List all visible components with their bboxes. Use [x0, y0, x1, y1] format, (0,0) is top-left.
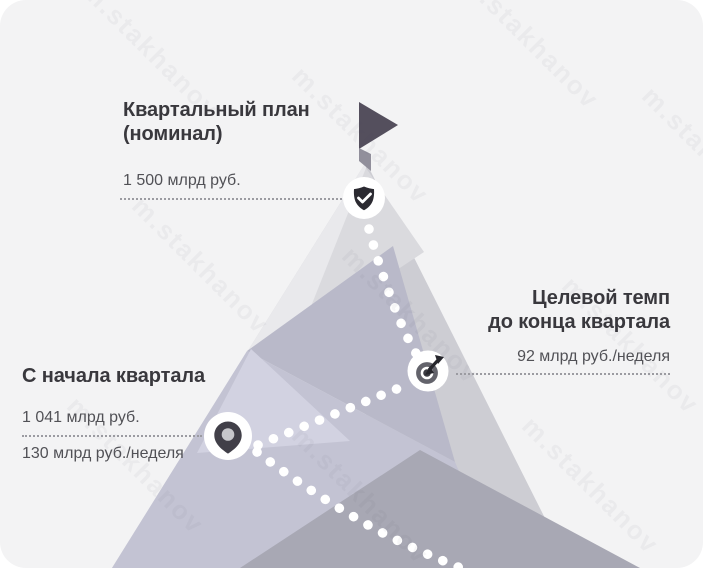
target-dart-icon [407, 350, 449, 392]
start-value-total: 1 041 млрд руб. [22, 409, 140, 426]
start-title: С начала квартала [22, 365, 205, 387]
milestone-plan: Квартальный план (номинал) 1 500 млрд ру… [120, 98, 363, 200]
pace-title-line1: Целевой темп [532, 287, 670, 309]
pace-value: 92 млрд руб./неделя [517, 348, 670, 365]
mountain-facets [112, 162, 640, 568]
dotted-route [252, 224, 468, 568]
plan-title-line1: Квартальный план [123, 99, 310, 121]
route-summit-to-pace [364, 224, 422, 360]
pace-title: Целевой темп до конца квартала [400, 286, 670, 334]
milestone-pace: Целевой темп до конца квартала 92 млрд р… [400, 286, 670, 375]
route-current-to-pace [253, 379, 414, 450]
milestone-start: С начала квартала 1 041 млрд руб. 130 мл… [22, 364, 252, 463]
pace-dotted-leader [456, 373, 670, 375]
plan-title-line2: (номинал) [123, 123, 223, 145]
flag-icon [359, 102, 398, 171]
location-pin-icon [204, 412, 252, 460]
plan-dotted-leader [120, 198, 342, 200]
pace-title-line2: до конца квартала [488, 311, 670, 333]
shield-check-icon [343, 177, 385, 219]
plan-value: 1 500 млрд руб. [123, 172, 241, 189]
start-value-weekly: 130 млрд руб./неделя [22, 445, 184, 462]
start-dotted-leader [22, 435, 202, 437]
plan-title: Квартальный план (номинал) [123, 98, 363, 146]
